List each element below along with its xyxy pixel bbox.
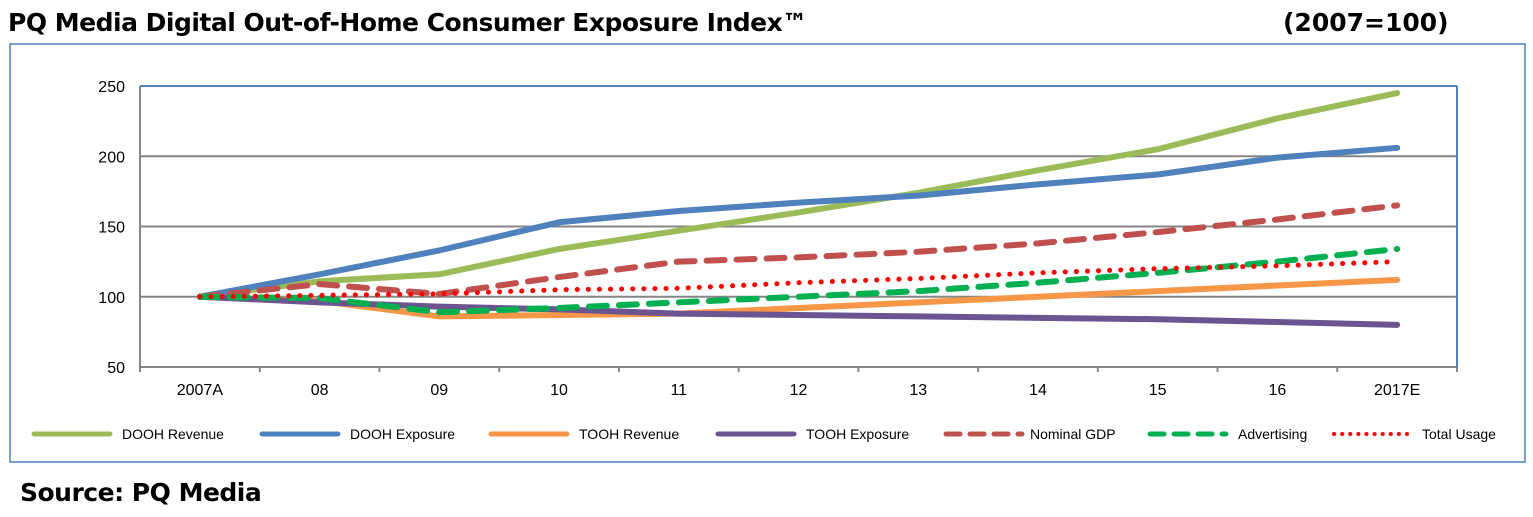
x-tick-label: 10 <box>550 382 568 399</box>
series-line-dooh-exposure <box>196 144 1401 300</box>
x-tick-label: 08 <box>311 382 329 399</box>
chart-frame <box>9 43 1526 463</box>
x-tick-label: 13 <box>909 382 927 399</box>
y-tick-label: 250 <box>98 79 125 96</box>
legend-label: Advertising <box>1238 426 1307 442</box>
legend-label: DOOH Revenue <box>122 426 224 442</box>
y-tick-label: 50 <box>107 360 125 377</box>
x-tick-label: 15 <box>1149 382 1167 399</box>
legend-label: Total Usage <box>1422 426 1496 442</box>
x-tick-label: 12 <box>790 382 808 399</box>
source-note: Source: PQ Media <box>20 478 262 507</box>
x-tick-label: 11 <box>670 382 687 399</box>
y-tick-label: 150 <box>98 220 125 237</box>
x-tick-label: 16 <box>1269 382 1287 399</box>
chart-title: PQ Media Digital Out-of-Home Consumer Ex… <box>8 8 807 37</box>
y-tick-label: 200 <box>98 149 125 166</box>
legend-label: Nominal GDP <box>1030 426 1116 442</box>
x-tick-label: 14 <box>1029 382 1047 399</box>
series-line-nominal-gdp <box>196 202 1401 300</box>
x-tick-label: 2007A <box>177 382 224 399</box>
y-tick-label: 100 <box>98 290 125 307</box>
series-line-dooh-revenue <box>196 90 1401 300</box>
legend-label: TOOH Revenue <box>579 426 679 442</box>
x-tick-label: 09 <box>430 382 448 399</box>
legend-label: DOOH Exposure <box>350 426 455 442</box>
series-line-tooh-revenue <box>196 276 1401 320</box>
base-year-note: (2007=100) <box>1283 8 1449 37</box>
x-tick-label: 2017E <box>1374 382 1420 399</box>
legend-label: TOOH Exposure <box>806 426 909 442</box>
series-line-total-usage <box>197 259 1400 300</box>
